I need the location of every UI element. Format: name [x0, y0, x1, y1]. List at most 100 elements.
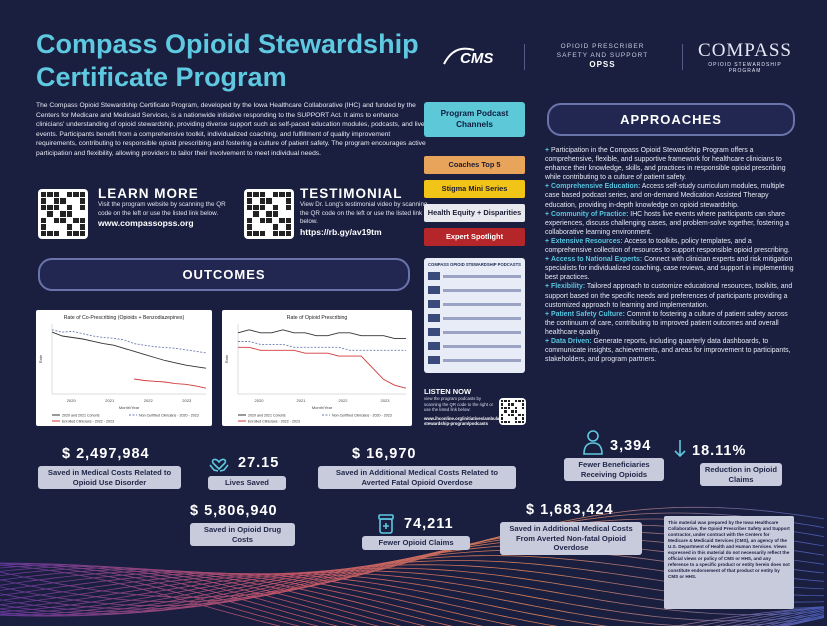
stat-value: 74,211 — [404, 516, 454, 532]
approach-item: + Flexibility: Tailored approach to custo… — [545, 282, 795, 309]
learn-more-link[interactable]: www.compassopss.org — [98, 218, 194, 228]
co-prescribing-chart: Rate of Co-Prescribing (Opioids + Benzod… — [36, 310, 212, 426]
approach-label: Community of Practice: — [551, 210, 629, 218]
plus-icon: + — [545, 310, 550, 318]
testimonial-card: TESTIMONIAL View Dr. Long's testimonial … — [300, 186, 430, 237]
pill-bottle-icon — [378, 514, 394, 534]
cms-disclaimer: This material was prepared by the Iowa H… — [664, 516, 794, 609]
testimonial-link[interactable]: https://rb.gy/av19tm — [300, 226, 382, 237]
podcast-qr-code[interactable] — [499, 398, 526, 425]
series-line — [238, 346, 407, 389]
stat-value: 3,394 — [610, 438, 652, 454]
podcast-channel-button[interactable]: Stigma Mini Series — [424, 180, 525, 198]
wave-line — [0, 512, 825, 603]
stat-label: Saved in Additional Medical Costs Relate… — [318, 466, 516, 489]
approach-item: + Patient Safety Culture: Commit to foste… — [545, 310, 795, 337]
opss-line-1: OPIOID PRESCRIBER — [560, 43, 645, 50]
approach-item: + Community of Practice: IHC hosts live e… — [545, 210, 795, 237]
series-line — [134, 378, 207, 389]
wave-line — [0, 572, 825, 626]
podcast-buttons: Coaches Top 5 Stigma Mini Series Health Eq… — [424, 156, 525, 252]
wave-line — [0, 564, 825, 626]
legend-entry: Enrolled Clinicians - 2022 - 2023 — [62, 420, 114, 424]
plus-icon: + — [545, 256, 550, 264]
listen-now-link[interactable]: www.ihconline.org/initiatives/ambulatory… — [424, 415, 523, 427]
learn-more-qr-code[interactable] — [38, 189, 88, 239]
compass-logo: COMPASS OPIOID STEWARDSHIP PROGRAM — [695, 40, 795, 74]
approach-label: Access to National Experts: — [551, 256, 643, 264]
x-tick-label: 2021 — [105, 398, 115, 403]
series-line — [51, 331, 207, 369]
stat-label: Fewer Opioid Claims — [362, 536, 470, 550]
listen-now-card: LISTEN NOW view the program podcasts by … — [424, 387, 523, 427]
approach-text: Access to toolkits, policy templates, an… — [545, 237, 790, 255]
x-tick-label: 2021 — [297, 398, 307, 403]
podcast-channel-button[interactable]: Expert Spotlight — [424, 228, 525, 246]
podcast-channels-heading: Program Podcast Channels — [424, 102, 525, 137]
stat-value: $ 1,683,424 — [526, 502, 614, 518]
stat-medical-costs-oud: $ 2,497,984 — [62, 446, 150, 462]
wave-line — [0, 573, 825, 626]
listen-now-text: view the program podcasts by scanning th… — [424, 396, 494, 413]
x-tick-label: 2023 — [182, 398, 192, 403]
stat-value: $ 5,806,940 — [190, 503, 278, 519]
podcast-episode-row — [428, 271, 521, 281]
approach-label: Patient Safety Culture: — [551, 310, 625, 318]
y-axis-label: Rate — [224, 354, 229, 363]
x-tick-label: 2020 — [255, 398, 265, 403]
podcast-episode-row — [428, 327, 521, 337]
podcast-episode-row — [428, 355, 521, 365]
approach-item: + Comprehensive Education: Access self-st… — [545, 182, 795, 209]
x-tick-label: 2022 — [144, 398, 154, 403]
podcast-channel-button[interactable]: Coaches Top 5 — [424, 156, 525, 174]
logo-divider-2 — [682, 44, 683, 70]
person-icon — [583, 430, 603, 455]
plus-icon: + — [545, 183, 550, 191]
approach-item: + Extensive Resources: Access to toolkits… — [545, 237, 795, 255]
compass-logo-subtext: OPIOID STEWARDSHIP PROGRAM — [708, 62, 782, 74]
opss-logo: OPIOID PRESCRIBER SAFETY AND SUPPORT OPS… — [535, 42, 670, 69]
wave-line — [0, 570, 825, 616]
approaches-list: + Participation in the Compass Opioid Ste… — [545, 146, 795, 364]
opioid-prescribing-chart: Rate of Opioid Prescribing 2020 2021 2022 20… — [222, 310, 412, 426]
heart-hands-icon — [209, 458, 229, 472]
legend-entry: 2020 and 2021 Cohorts — [248, 414, 286, 418]
x-axis-label: Month/Year — [119, 405, 140, 410]
plus-icon: + — [545, 283, 550, 291]
podcast-episode-row — [428, 285, 521, 295]
podcast-episode-row — [428, 341, 521, 351]
wave-line — [0, 572, 825, 622]
stat-value: $ 16,970 — [352, 446, 417, 462]
learn-more-card: LEARN MORE Visit the program website by … — [98, 186, 238, 228]
stat-label: Reduction in Opioid Claims — [700, 463, 782, 486]
podcast-channel-button[interactable]: Health Equity + Disparities — [424, 204, 525, 222]
opss-line-2: SAFETY AND SUPPORT — [556, 52, 649, 59]
approach-item: + Access to National Experts: Connect wit… — [545, 255, 795, 282]
stat-label: Saved in Medical Costs Related to Opioid… — [38, 466, 181, 489]
stat-label: Saved in Opioid Drug Costs — [190, 523, 295, 546]
approach-item: + Participation in the Compass Opioid Ste… — [545, 146, 795, 182]
page-title: Compass Opioid Stewardship Certificate P… — [36, 29, 419, 92]
x-tick-label: 2020 — [67, 398, 77, 403]
y-axis-label: Rate — [38, 354, 43, 363]
wave-line — [0, 564, 825, 626]
podcast-episode-row — [428, 313, 521, 323]
x-tick-label: 2023 — [381, 398, 391, 403]
approach-label: Data Driven: — [551, 337, 592, 345]
podcast-episode-row — [428, 299, 521, 309]
plus-icon: + — [545, 237, 550, 245]
approach-text: IHC hosts live events where participants… — [545, 210, 789, 236]
approach-text: Commit to fostering a culture of patient… — [545, 310, 788, 336]
opss-abbr: OPSS — [589, 60, 616, 69]
testimonial-heading: TESTIMONIAL — [300, 186, 403, 201]
approach-text: Generate reports, including quarterly da… — [545, 337, 791, 364]
plus-icon: + — [545, 210, 550, 218]
approach-label: Comprehensive Education: — [551, 183, 641, 191]
x-axis-label: Month/Year — [312, 405, 333, 410]
testimonial-qr-code[interactable] — [244, 189, 294, 239]
outcomes-heading: OUTCOMES — [38, 258, 410, 291]
podcast-screenshot: COMPASS OPIOID STEWARDSHIP PODCASTS — [424, 258, 525, 373]
learn-more-heading: LEARN MORE — [98, 186, 199, 201]
wave-line — [0, 566, 825, 626]
